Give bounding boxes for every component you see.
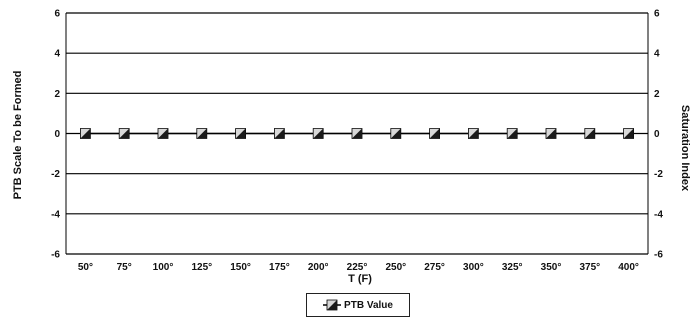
y-tick-label: 2 bbox=[54, 89, 60, 100]
data-point bbox=[273, 128, 285, 139]
y2-tick-label: -2 bbox=[654, 169, 663, 180]
x-tick-label: 250° bbox=[385, 262, 406, 273]
data-point bbox=[157, 128, 169, 139]
data-point bbox=[467, 128, 479, 139]
x-tick-label: 150° bbox=[230, 262, 251, 273]
x-tick-label: 225° bbox=[347, 262, 368, 273]
x-tick-label: 300° bbox=[463, 262, 484, 273]
data-point-shade bbox=[313, 128, 324, 139]
y-tick-label: -4 bbox=[51, 209, 60, 220]
data-point bbox=[196, 128, 208, 139]
x-tick-label: 400° bbox=[618, 262, 639, 273]
data-point-shade bbox=[196, 128, 207, 139]
y-tick-label: 4 bbox=[54, 49, 60, 60]
y2-tick-label: 0 bbox=[654, 129, 660, 140]
x-tick-label: 375° bbox=[579, 262, 600, 273]
x-tick-label: 350° bbox=[541, 262, 562, 273]
x-tick-label: 125° bbox=[191, 262, 212, 273]
data-point-shade bbox=[274, 128, 285, 139]
data-point-shade bbox=[429, 128, 440, 139]
data-point-shade bbox=[390, 128, 401, 139]
data-point bbox=[506, 128, 518, 139]
data-point bbox=[623, 128, 634, 139]
y2-tick-label: -4 bbox=[654, 209, 663, 220]
data-point bbox=[584, 128, 596, 139]
x-tick-label: 100° bbox=[153, 262, 174, 273]
x-tick-label: 175° bbox=[269, 262, 290, 273]
y-tick-label: -6 bbox=[51, 250, 60, 261]
data-point-shade bbox=[623, 128, 634, 139]
left-y-tick-labels: 6 4 2 0 -2 -4 -6 bbox=[51, 9, 60, 261]
data-point bbox=[118, 128, 130, 139]
y2-axis-title: Saturation Index bbox=[679, 105, 690, 192]
data-point bbox=[351, 128, 363, 139]
x-tick-label: 325° bbox=[502, 262, 523, 273]
data-point-shade bbox=[468, 128, 479, 139]
data-point bbox=[390, 128, 402, 139]
y-tick-label: 6 bbox=[54, 9, 60, 20]
x-tick-label: 75° bbox=[117, 262, 132, 273]
x-tick-label: 275° bbox=[424, 262, 445, 273]
legend-label: PTB Value bbox=[344, 299, 393, 311]
x-tick-label: 50° bbox=[78, 262, 93, 273]
legend: PTB Value bbox=[306, 293, 410, 317]
data-point bbox=[545, 128, 557, 139]
data-point-shade bbox=[80, 128, 91, 139]
y2-tick-label: 6 bbox=[654, 9, 660, 20]
y2-tick-label: -6 bbox=[654, 250, 663, 261]
data-point bbox=[235, 128, 247, 139]
data-point-shade bbox=[235, 128, 246, 139]
data-point bbox=[312, 128, 324, 139]
y-tick-label: -2 bbox=[51, 169, 60, 180]
y2-tick-label: 4 bbox=[654, 49, 660, 60]
data-point bbox=[80, 128, 91, 139]
data-point-shade bbox=[507, 128, 518, 139]
data-point-shade bbox=[352, 128, 362, 139]
x-tick-labels: 50° 75° 100° 125° 150° 175° 200° 225° 250° 275° 30… bbox=[78, 262, 639, 273]
y-tick-label: 0 bbox=[54, 129, 60, 140]
data-point-shade bbox=[584, 128, 595, 139]
y-axis-title: PTB Scale To be Formed bbox=[12, 71, 24, 200]
data-point-shade bbox=[119, 128, 130, 139]
data-point bbox=[429, 128, 441, 139]
series-ptb-value bbox=[80, 128, 634, 139]
x-axis-title: T (F) bbox=[348, 273, 372, 285]
data-point-shade bbox=[158, 128, 168, 139]
x-tick-label: 200° bbox=[308, 262, 329, 273]
y2-tick-label: 2 bbox=[654, 89, 660, 100]
legend-marker-icon bbox=[323, 299, 342, 311]
right-y-tick-labels: 6 4 2 0 -2 -4 -6 bbox=[654, 9, 663, 261]
data-point-shade bbox=[546, 128, 556, 139]
